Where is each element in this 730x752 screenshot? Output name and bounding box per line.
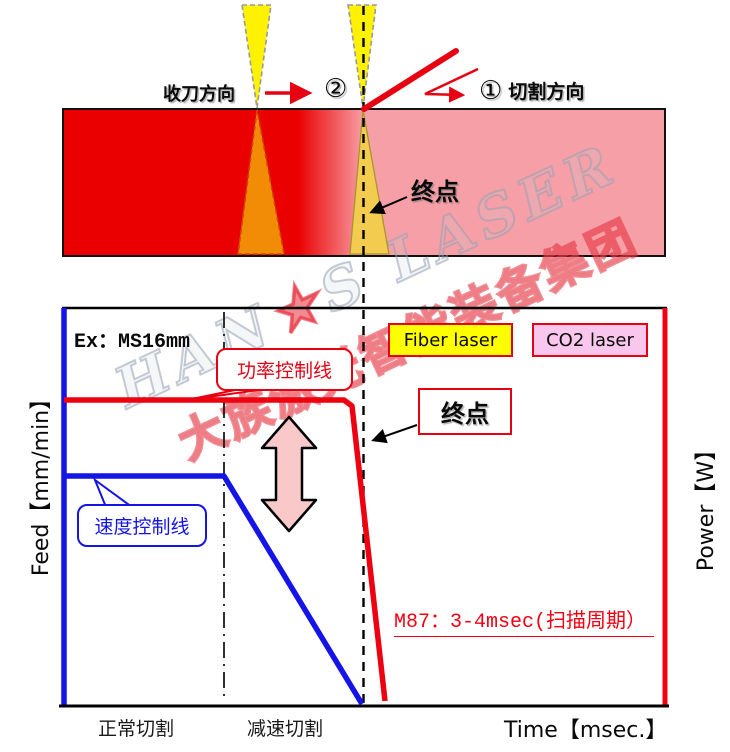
cut-direction-label: 切割方向 <box>508 81 585 103</box>
speed-control-bubble: 速度控制线 <box>77 504 207 547</box>
legend-co2-laser: CO2 laser <box>532 323 648 357</box>
cut-direction-label-group: ① 切割方向 <box>479 77 584 104</box>
cut-exit-beam-line <box>361 48 459 112</box>
speed-bubble-tail <box>92 477 136 508</box>
time-axis-label: Time【msec.】 <box>504 718 668 743</box>
speed-control-bubble-text: 速度控制线 <box>94 516 190 538</box>
legend-fiber-laser-text: Fiber laser <box>403 329 498 351</box>
retract-beam-upper-cone-icon <box>241 4 272 109</box>
retract-direction-label: 收刀方向 <box>163 84 235 105</box>
endpoint-top-leader-arrow <box>369 196 408 215</box>
endpoint-beam-kerf-cone-icon <box>349 109 390 255</box>
endpoint-beam-upper-cone-icon <box>347 4 377 109</box>
endpoint-chart-label-text: 终点 <box>441 400 489 428</box>
endpoint-chart-label: 终点 <box>418 388 512 435</box>
speed-control-line <box>64 473 365 706</box>
power-control-line <box>64 397 388 702</box>
cut-direction-arrow <box>424 67 479 103</box>
feed-axis-label: Feed【mm/min】 <box>29 387 54 577</box>
retract-beam-kerf-cone-icon <box>237 109 285 255</box>
legend-co2-laser-text: CO2 laser <box>546 329 634 351</box>
step-1-marker: ① <box>479 75 503 106</box>
power-control-bubble-text: 功率控制线 <box>236 360 332 382</box>
legend-fiber-laser: Fiber laser <box>388 323 513 357</box>
power-control-bubble: 功率控制线 <box>216 348 353 391</box>
step-2-marker: ② <box>324 74 348 104</box>
region-normal-cut-label: 正常切割 <box>98 718 175 740</box>
power-axis-label: Power【W】 <box>694 438 719 572</box>
endpoint-chart-leader-arrow <box>371 424 418 444</box>
double-arrow-icon <box>260 415 318 533</box>
region-decel-cut-label: 减速切割 <box>247 718 324 740</box>
example-thickness-label: Ex：MS16mm <box>74 331 191 354</box>
m87-scan-period-note: M87：3-4msec(扫描周期） <box>394 604 655 637</box>
endpoint-top-label: 终点 <box>411 178 459 206</box>
